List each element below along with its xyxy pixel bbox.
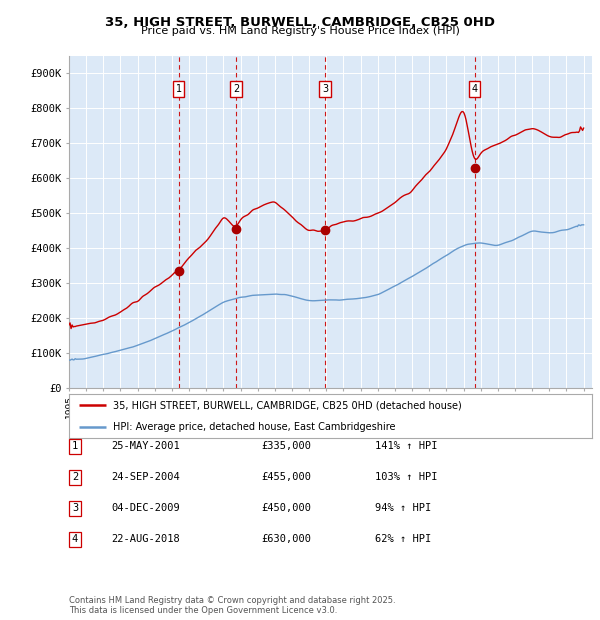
Text: £335,000: £335,000 [261,441,311,451]
Text: 25-MAY-2001: 25-MAY-2001 [111,441,180,451]
Text: 94% ↑ HPI: 94% ↑ HPI [375,503,431,513]
Text: 3: 3 [72,503,78,513]
Text: 35, HIGH STREET, BURWELL, CAMBRIDGE, CB25 0HD (detached house): 35, HIGH STREET, BURWELL, CAMBRIDGE, CB2… [113,401,462,410]
Text: 22-AUG-2018: 22-AUG-2018 [111,534,180,544]
Text: 103% ↑ HPI: 103% ↑ HPI [375,472,437,482]
Text: 2: 2 [72,472,78,482]
Text: 4: 4 [72,534,78,544]
Text: 4: 4 [472,84,478,94]
Text: 2: 2 [233,84,239,94]
Text: 24-SEP-2004: 24-SEP-2004 [111,472,180,482]
Text: £450,000: £450,000 [261,503,311,513]
Text: Contains HM Land Registry data © Crown copyright and database right 2025.
This d: Contains HM Land Registry data © Crown c… [69,596,395,615]
Text: 62% ↑ HPI: 62% ↑ HPI [375,534,431,544]
Text: 04-DEC-2009: 04-DEC-2009 [111,503,180,513]
Text: £455,000: £455,000 [261,472,311,482]
Text: Price paid vs. HM Land Registry's House Price Index (HPI): Price paid vs. HM Land Registry's House … [140,26,460,36]
Text: 3: 3 [322,84,328,94]
Text: 1: 1 [72,441,78,451]
Text: HPI: Average price, detached house, East Cambridgeshire: HPI: Average price, detached house, East… [113,422,396,432]
Text: 141% ↑ HPI: 141% ↑ HPI [375,441,437,451]
Text: 35, HIGH STREET, BURWELL, CAMBRIDGE, CB25 0HD: 35, HIGH STREET, BURWELL, CAMBRIDGE, CB2… [105,16,495,29]
Text: 1: 1 [176,84,182,94]
Text: £630,000: £630,000 [261,534,311,544]
